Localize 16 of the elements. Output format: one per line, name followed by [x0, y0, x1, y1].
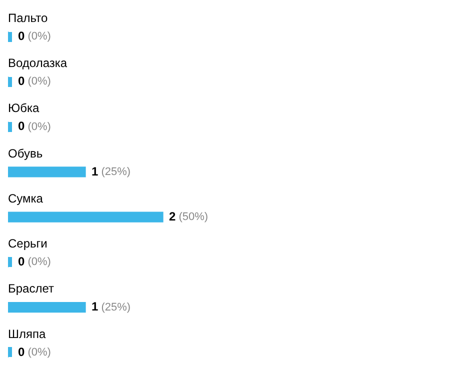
data-label: 0 (0%) [18, 28, 51, 43]
data-label: 0 (0%) [18, 74, 51, 88]
y-tick-label: Пальто [8, 10, 48, 25]
y-tick-label: Серьги [8, 236, 48, 250]
data-label: 1 (25%) [92, 300, 131, 314]
data-label: 0 (0%) [18, 119, 51, 134]
y-tick-label: Сумка [8, 191, 44, 206]
y-tick-label: Водолазка [8, 56, 68, 70]
y-tick-label: Обувь [8, 146, 43, 160]
data-label: 1 (25%) [92, 164, 131, 178]
data-label: 2 (50%) [169, 209, 208, 224]
data-label: 0 (0%) [18, 344, 51, 359]
y-tick-label: Юбка [8, 101, 40, 116]
y-tick-label: Шляпа [8, 326, 46, 341]
y-tick-label: Браслет [8, 282, 54, 296]
data-label: 0 (0%) [18, 254, 51, 268]
